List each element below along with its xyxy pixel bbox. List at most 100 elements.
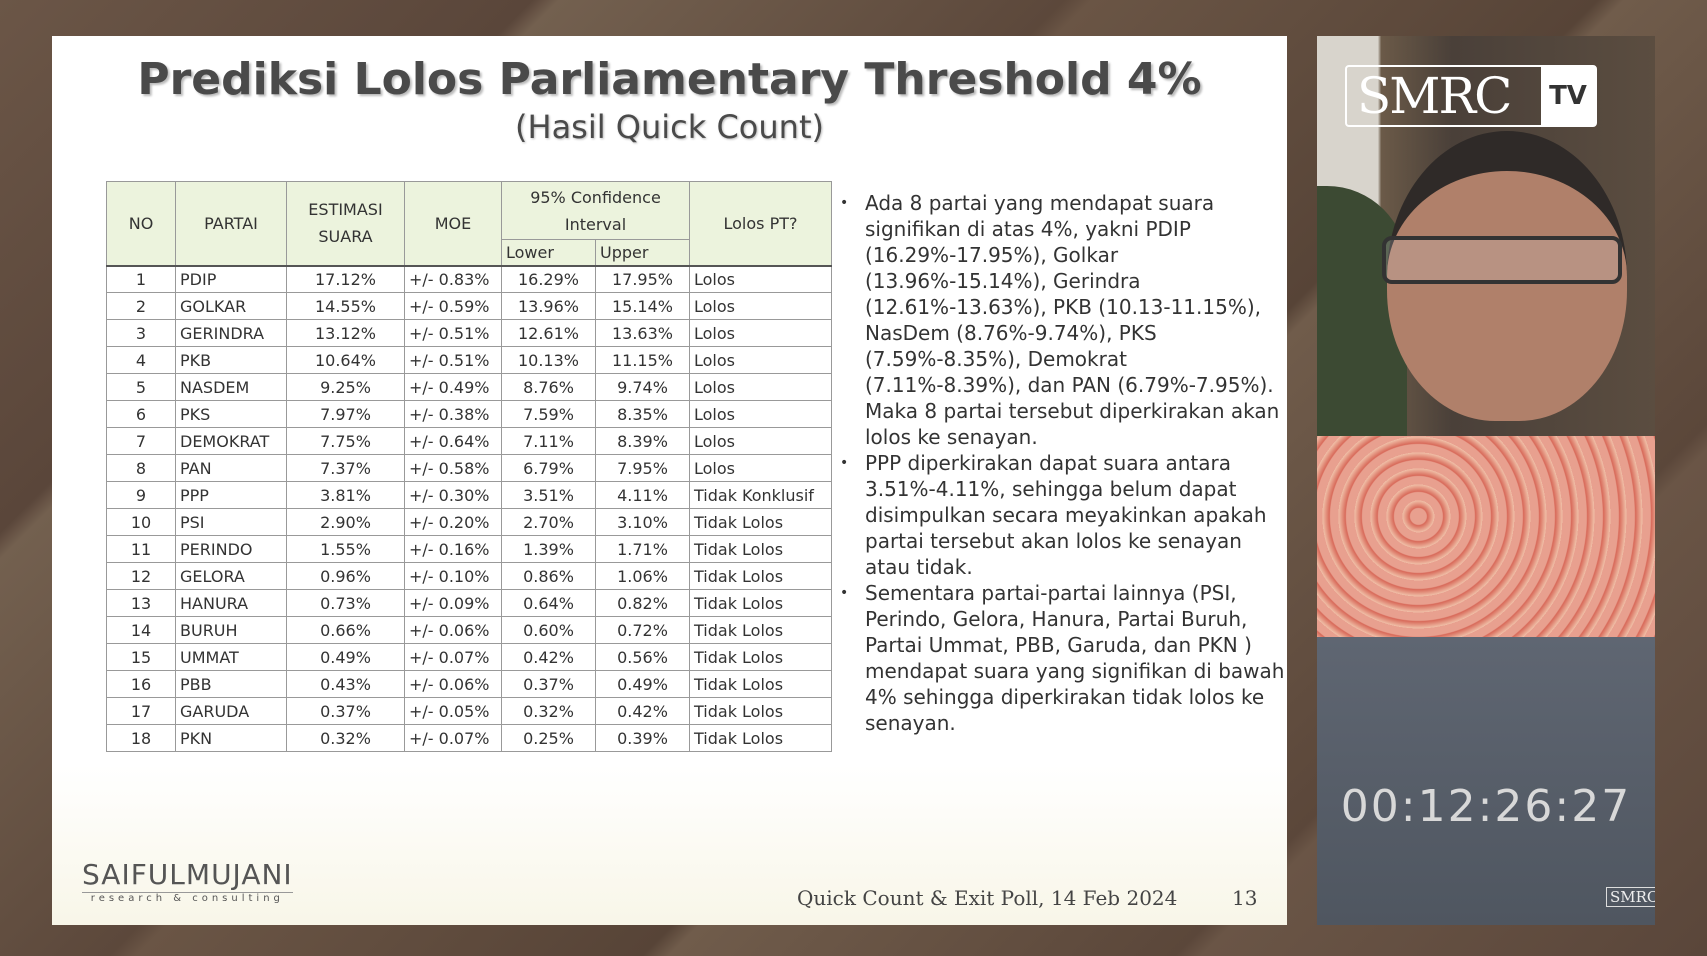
table-row: 9 PPP 3.81% +/- 0.30% 3.51% 4.11% Tidak Konklu… (106, 481, 832, 509)
cell-upper: 0.82% (595, 589, 690, 617)
cell-lolos: Tidak Lolos (689, 697, 832, 725)
cell-lolos: Tidak Lolos (689, 724, 832, 752)
table-row: 14 BURUH 0.66% +/- 0.06% 0.60% 0.72% Tidak Lol… (106, 616, 832, 644)
cell-no: 3 (106, 319, 176, 347)
cell-upper: 17.95% (595, 265, 690, 293)
cell-no: 5 (106, 373, 176, 401)
cell-moe: +/- 0.59% (404, 292, 502, 320)
logo-tv: TV (1541, 67, 1595, 125)
cell-lolos: Tidak Lolos (689, 535, 832, 563)
cell-lolos: Tidak Lolos (689, 643, 832, 671)
table-row: 3 GERINDRA 13.12% +/- 0.51% 12.61% 13.63% Lolo… (106, 319, 832, 347)
cell-moe: +/- 0.20% (404, 508, 502, 536)
logo-name: SAIFULMUJANI (82, 858, 293, 891)
cell-lolos: Lolos (689, 346, 832, 374)
video-lower-panel (1317, 637, 1655, 925)
cell-partai: GARUDA (175, 697, 287, 725)
cell-upper: 15.14% (595, 292, 690, 320)
cell-estimasi: 0.32% (286, 724, 405, 752)
video-panel: SMRC TV 00:12:26:27 SMRC TV (1317, 36, 1655, 925)
cell-moe: +/- 0.30% (404, 481, 502, 509)
cell-lower: 12.61% (501, 319, 596, 347)
cell-lolos: Lolos (689, 373, 832, 401)
cell-no: 7 (106, 427, 176, 455)
table-row: 17 GARUDA 0.37% +/- 0.05% 0.32% 0.42% Tidak Lo… (106, 697, 832, 725)
cell-lolos: Tidak Lolos (689, 616, 832, 644)
cell-upper: 9.74% (595, 373, 690, 401)
cell-estimasi: 7.75% (286, 427, 405, 455)
cell-estimasi: 7.97% (286, 400, 405, 428)
cell-partai: HANURA (175, 589, 287, 617)
cell-lower: 2.70% (501, 508, 596, 536)
header-upper: Upper (595, 239, 690, 266)
logo-brand: SMRC (1610, 888, 1655, 906)
cell-estimasi: 0.43% (286, 670, 405, 698)
cell-no: 15 (106, 643, 176, 671)
cell-lower: 0.60% (501, 616, 596, 644)
cell-lolos: Lolos (689, 454, 832, 482)
table-body: 1 PDIP 17.12% +/- 0.83% 16.29% 17.95% Lolos 2 GO… (106, 265, 832, 752)
cell-moe: +/- 0.06% (404, 616, 502, 644)
cell-moe: +/- 0.51% (404, 319, 502, 347)
cell-upper: 4.11% (595, 481, 690, 509)
cell-no: 13 (106, 589, 176, 617)
page-number: 13 (1232, 886, 1258, 910)
cell-lower: 0.86% (501, 562, 596, 590)
cell-moe: +/- 0.09% (404, 589, 502, 617)
glasses-shape (1382, 236, 1622, 284)
presentation-slide: Prediksi Lolos Parliamentary Threshold 4… (52, 36, 1287, 925)
cell-lower: 3.51% (501, 481, 596, 509)
cell-upper: 0.56% (595, 643, 690, 671)
cell-partai: BURUH (175, 616, 287, 644)
cell-moe: +/- 0.49% (404, 373, 502, 401)
cell-lolos: Lolos (689, 292, 832, 320)
cell-partai: PKS (175, 400, 287, 428)
logo-brand: SMRC (1357, 67, 1512, 125)
cell-estimasi: 13.12% (286, 319, 405, 347)
table-row: 18 PKN 0.32% +/- 0.07% 0.25% 0.39% Tidak Lolos (106, 724, 832, 752)
cell-lolos: Tidak Lolos (689, 562, 832, 590)
cell-upper: 13.63% (595, 319, 690, 347)
cell-partai: PERINDO (175, 535, 287, 563)
threshold-table: NO PARTAI ESTIMASI SUARA MOE 95% Confide… (106, 181, 832, 752)
table-row: 6 PKS 7.97% +/- 0.38% 7.59% 8.35% Lolos (106, 400, 832, 428)
cell-upper: 7.95% (595, 454, 690, 482)
cell-partai: PKB (175, 346, 287, 374)
table-row: 5 NASDEM 9.25% +/- 0.49% 8.76% 9.74% Lolos (106, 373, 832, 401)
cell-lower: 8.76% (501, 373, 596, 401)
cell-estimasi: 3.81% (286, 481, 405, 509)
table-row: 11 PERINDO 1.55% +/- 0.16% 1.39% 1.71% Tidak L… (106, 535, 832, 563)
cell-moe: +/- 0.51% (404, 346, 502, 374)
cell-moe: +/- 0.06% (404, 670, 502, 698)
header-ci: 95% Confidence Interval (501, 181, 690, 240)
timer: 00:12:26:27 (1340, 781, 1632, 832)
cell-moe: +/- 0.58% (404, 454, 502, 482)
cell-lower: 0.64% (501, 589, 596, 617)
cell-upper: 0.49% (595, 670, 690, 698)
table-row: 1 PDIP 17.12% +/- 0.83% 16.29% 17.95% Lolos (106, 265, 832, 293)
table-row: 2 GOLKAR 14.55% +/- 0.59% 13.96% 15.14% Lolos (106, 292, 832, 320)
cell-lower: 13.96% (501, 292, 596, 320)
bullet-item: Sementara partai-partai lainnya (PSI, Pe… (840, 580, 1285, 736)
bullet-item: PPP diperkirakan dapat suara antara 3.51… (840, 450, 1285, 580)
cell-lower: 16.29% (501, 265, 596, 293)
cell-estimasi: 0.73% (286, 589, 405, 617)
cell-partai: PPP (175, 481, 287, 509)
logo-tagline: research & consulting (82, 892, 293, 904)
cell-lolos: Lolos (689, 400, 832, 428)
table-row: 4 PKB 10.64% +/- 0.51% 10.13% 11.15% Lolos (106, 346, 832, 374)
header-partai: PARTAI (175, 181, 287, 266)
cell-upper: 8.39% (595, 427, 690, 455)
table-row: 12 GELORA 0.96% +/- 0.10% 0.86% 1.06% Tidak Lo… (106, 562, 832, 590)
cell-partai: PSI (175, 508, 287, 536)
cell-estimasi: 10.64% (286, 346, 405, 374)
cell-moe: +/- 0.10% (404, 562, 502, 590)
cell-upper: 3.10% (595, 508, 690, 536)
bullet-item: Ada 8 partai yang mendapat suara signifi… (840, 190, 1285, 450)
speaker-video: SMRC TV (1317, 36, 1655, 637)
cell-estimasi: 14.55% (286, 292, 405, 320)
cell-partai: PDIP (175, 265, 287, 293)
cell-moe: +/- 0.16% (404, 535, 502, 563)
cell-upper: 0.42% (595, 697, 690, 725)
header-lower: Lower (501, 239, 596, 266)
